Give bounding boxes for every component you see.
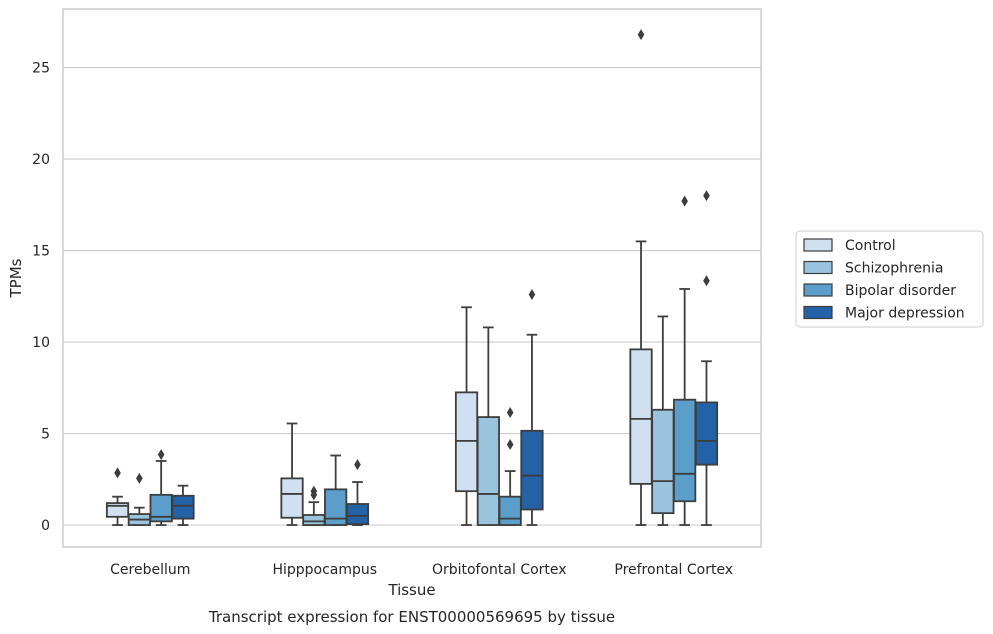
box-0-0 (105, 467, 130, 526)
x-axis-label: Tissue (387, 581, 435, 599)
outlier-point (157, 449, 165, 461)
legend-label: Bipolar disorder (845, 283, 956, 299)
legend: Control Schizophrenia Bipolar disorder Majo… (795, 230, 984, 328)
legend-label: Control (845, 238, 896, 254)
y-axis-label: TPMs (7, 258, 25, 298)
outlier-point (681, 195, 688, 207)
box-iqr (498, 495, 522, 526)
box-3-3 (694, 190, 719, 526)
box-iqr (302, 514, 326, 526)
chart-caption: Transcript expression for ENST0000056969… (208, 608, 615, 626)
x-tick-labels: Cerebellum Hipppocampus Orbitofontal Corte… (110, 562, 733, 578)
box-iqr (345, 503, 370, 526)
y-tick-label: 0 (41, 518, 50, 534)
x-tick-label: Hipppocampus (272, 562, 377, 578)
box-2-3 (520, 288, 544, 526)
y-tick-label: 10 (32, 335, 50, 351)
outlier-point (506, 407, 514, 418)
legend-item: Major depression (803, 305, 965, 322)
box-1-3 (345, 459, 370, 526)
box-iqr (629, 348, 653, 485)
outlier-point (136, 472, 143, 484)
legend-swatch (803, 305, 833, 320)
y-tick-label: 20 (32, 152, 50, 168)
x-tick-label: Cerebellum (110, 562, 190, 578)
legend-label: Schizophrenia (845, 261, 943, 277)
outlier-point (528, 288, 536, 300)
box-iqr (171, 494, 195, 520)
box-iqr (476, 416, 500, 526)
outlier-point (310, 485, 318, 497)
boxes (105, 29, 719, 526)
legend-item: Control (803, 238, 896, 254)
y-tick-label: 25 (32, 61, 50, 77)
box-iqr (694, 401, 719, 466)
box-1-1 (302, 485, 326, 526)
box-2-1 (476, 326, 500, 526)
y-tick-label: 15 (32, 244, 50, 260)
box-1-2 (324, 454, 348, 526)
box-0-3 (171, 484, 195, 526)
box-1-0 (280, 422, 304, 526)
box-2-0 (454, 306, 479, 526)
box-iqr (454, 391, 479, 493)
outlier-point (354, 459, 361, 471)
legend-swatch (803, 283, 833, 297)
x-tick-label: Orbitofontal Cortex (432, 562, 567, 578)
outlier-point (703, 275, 710, 287)
y-tick-labels: 0 5 10 15 20 25 (32, 61, 50, 534)
x-tick-label: Prefrontal Cortex (614, 562, 733, 578)
box-iqr (651, 408, 675, 515)
box-2-2 (498, 407, 522, 526)
box-3-2 (673, 195, 697, 526)
legend-frame (795, 230, 984, 328)
box-0-2 (149, 449, 173, 526)
legend-item: Schizophrenia (803, 260, 943, 277)
box-iqr (673, 398, 697, 503)
outlier-point (637, 29, 645, 41)
legend-swatch (803, 238, 833, 252)
legend-swatch (803, 260, 833, 275)
box-iqr (324, 488, 348, 526)
legend-label: Major depression (845, 306, 965, 322)
box-iqr (520, 429, 544, 511)
y-tick-label: 5 (41, 427, 50, 443)
outlier-point (506, 439, 514, 451)
outlier-point (703, 190, 710, 202)
box-iqr (280, 477, 304, 519)
outlier-point (114, 467, 121, 479)
plot-frame (62, 8, 762, 548)
legend-item: Bipolar disorder (803, 283, 956, 299)
